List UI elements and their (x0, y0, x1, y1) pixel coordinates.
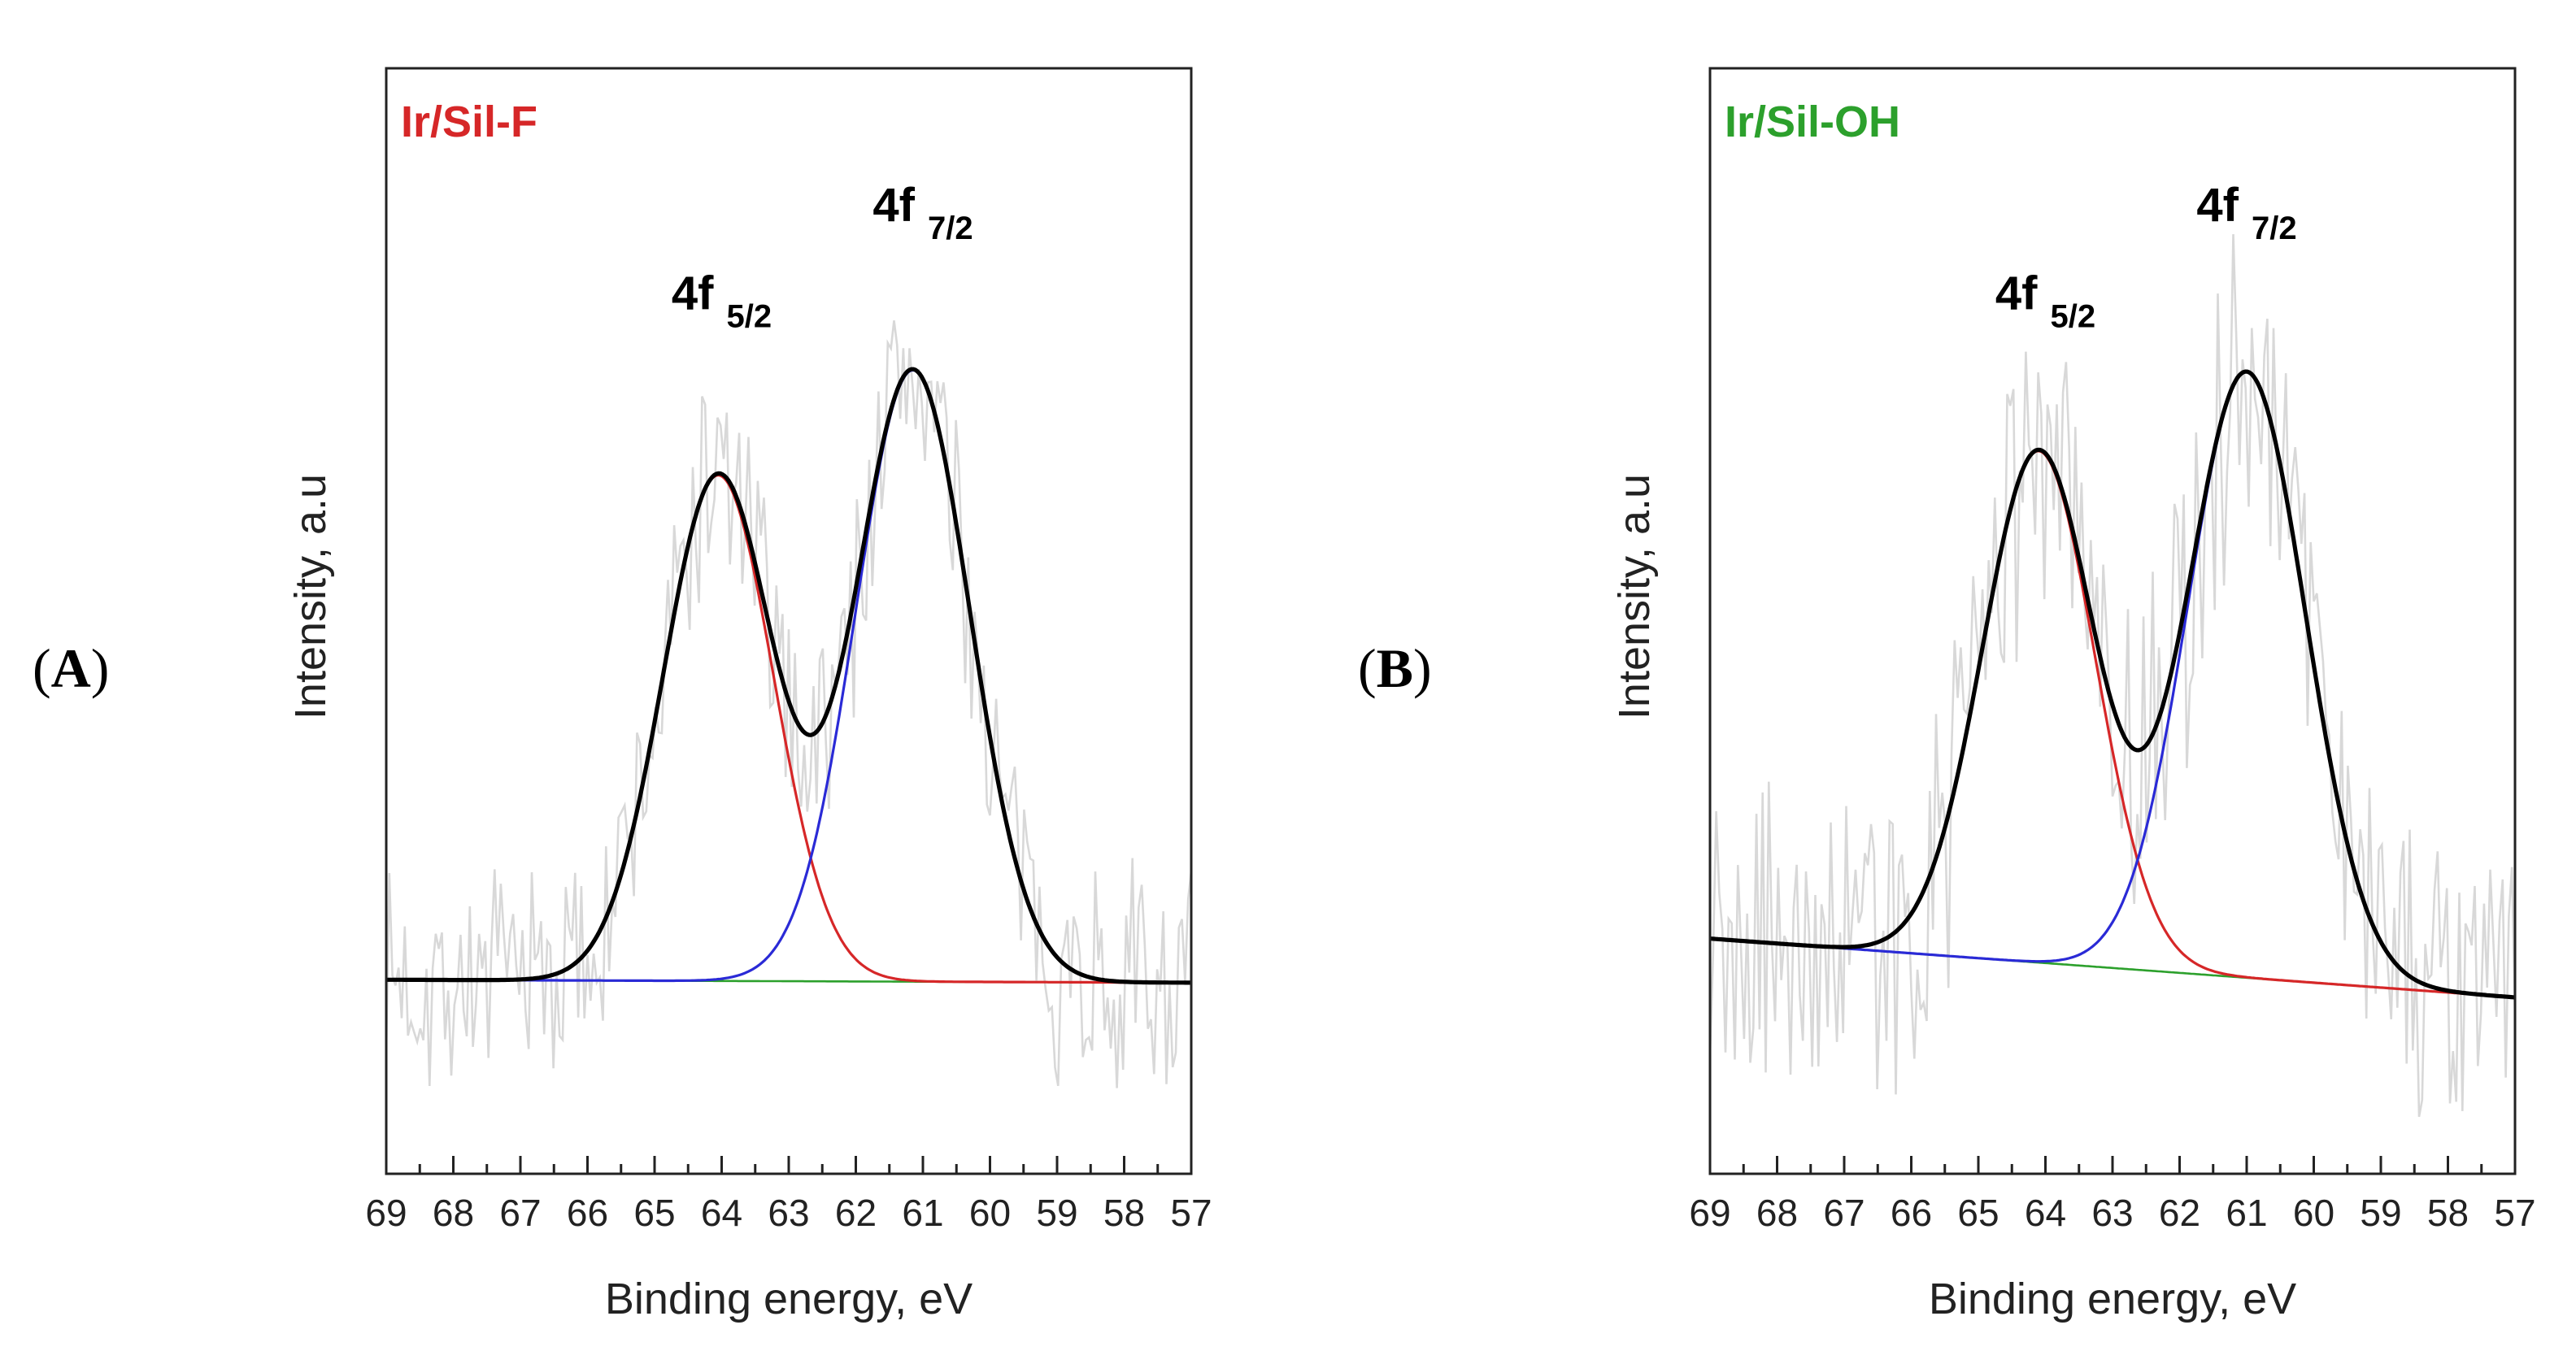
raw-spectrum (386, 320, 1191, 1088)
plot-area (386, 320, 1191, 1088)
peak-label-4f-5-2: 4f 5/2 (672, 267, 772, 335)
peak-label-4f-7-2: 4f 7/2 (2196, 179, 2296, 246)
peak-label-4f-5-2: 4f 5/2 (1995, 267, 2095, 335)
x-tick-label: 66 (567, 1192, 608, 1234)
x-axis-title: Binding energy, eV (605, 1275, 973, 1323)
x-axis-title: Binding energy, eV (1929, 1275, 2296, 1323)
y-axis-title: Intensity, a.u (1610, 474, 1659, 719)
x-tick-label: 57 (2494, 1192, 2535, 1234)
x-tick-label: 59 (2360, 1192, 2401, 1234)
fit-envelope (1710, 369, 2515, 1000)
x-tick-label: 59 (1036, 1192, 1077, 1234)
raw-spectrum (1710, 234, 2515, 1118)
panel-a: 69 68 67 66 65 64 63 62 61 60 59 58 57 Binding energy… (33, 67, 1212, 1323)
x-tick-label: 69 (365, 1192, 407, 1234)
x-tick-label: 69 (1689, 1192, 1730, 1234)
panel-letter: (A) (33, 637, 109, 699)
x-tick-label: 60 (969, 1192, 1011, 1234)
panel-b: 69 68 67 66 65 64 63 62 61 60 59 58 57 Binding energy… (1358, 67, 2536, 1323)
x-tick-label: 64 (701, 1192, 742, 1234)
x-tick-label: 66 (1891, 1192, 1932, 1234)
x-tick-label: 63 (768, 1192, 809, 1234)
fit-envelope (386, 367, 1191, 985)
x-tick-label: 68 (1756, 1192, 1798, 1234)
peak-component-4f-7-2 (1710, 371, 2515, 999)
peak-component-4f-5-2 (386, 473, 1191, 984)
peak-label-4f-7-2: 4f 7/2 (872, 179, 973, 246)
x-tick-label: 61 (902, 1192, 943, 1234)
x-tick-label: 67 (1823, 1192, 1865, 1234)
x-tick-label: 60 (2293, 1192, 2334, 1234)
x-tick-label: 68 (433, 1192, 474, 1234)
x-tick-label: 58 (2427, 1192, 2469, 1234)
x-tick-label: 65 (633, 1192, 675, 1234)
x-tick-label: 61 (2226, 1192, 2267, 1234)
sample-title: Ir/Sil-F (401, 98, 537, 146)
y-axis-title: Intensity, a.u (286, 474, 335, 719)
x-tick-label: 58 (1103, 1192, 1145, 1234)
x-tick-label: 64 (2025, 1192, 2066, 1234)
x-tick-label: 65 (1957, 1192, 1999, 1234)
plot-frame (385, 67, 1193, 1175)
plot-frame (1708, 67, 2517, 1175)
panel-letter: (B) (1358, 637, 1432, 699)
plot-area (1710, 234, 2515, 1118)
x-tick-label: 62 (835, 1192, 877, 1234)
sample-title: Ir/Sil-OH (1725, 98, 1900, 146)
x-tick-label: 67 (499, 1192, 541, 1234)
x-tick-label: 62 (2159, 1192, 2200, 1234)
x-tick-label: 57 (1170, 1192, 1212, 1234)
x-tick-label: 63 (2091, 1192, 2133, 1234)
